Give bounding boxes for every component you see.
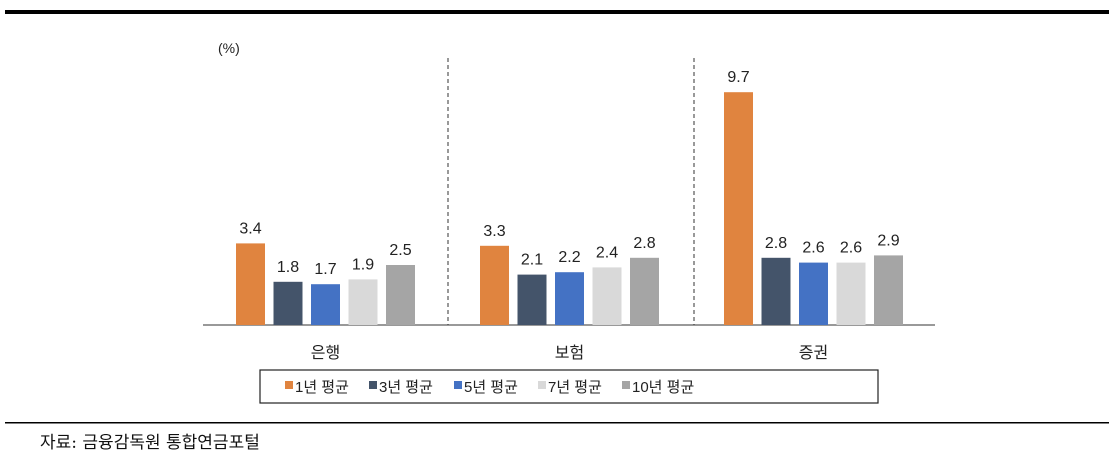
data-label: 2.6 — [802, 240, 824, 257]
legend-label: 7년 평균 — [548, 379, 602, 396]
data-label: 2.2 — [558, 249, 580, 266]
top-rule — [5, 10, 1109, 14]
data-label: 3.3 — [483, 223, 505, 240]
legend-label: 10년 평균 — [632, 379, 694, 396]
legend-box — [259, 369, 879, 404]
legend-label: 1년 평균 — [295, 379, 349, 396]
bar — [836, 262, 866, 325]
data-label: 2.8 — [765, 235, 787, 252]
data-label: 2.8 — [633, 235, 655, 252]
bar — [236, 243, 265, 325]
data-label: 1.9 — [352, 256, 374, 273]
data-label: 1.8 — [277, 259, 299, 276]
bar — [630, 257, 659, 325]
bar — [517, 274, 547, 325]
bar — [555, 272, 584, 325]
bar — [273, 281, 303, 325]
category-label: 은행 — [311, 344, 340, 362]
data-label: 2.1 — [521, 252, 543, 269]
bar — [592, 267, 622, 325]
bar — [724, 92, 753, 325]
bottom-rule — [5, 422, 1109, 424]
data-label: 9.7 — [727, 69, 749, 86]
data-label: 1.7 — [314, 261, 336, 278]
bar-chart: (%) 3.4 1.8 1.7 1.9 2.5 은행 3.3 2.1 2.2 2.4 2.8 보험 9.7… — [5, 10, 1109, 424]
data-label: 2.6 — [840, 240, 862, 257]
bar — [311, 284, 340, 325]
bar — [799, 262, 828, 325]
data-label: 2.9 — [877, 232, 899, 249]
bar — [386, 265, 415, 325]
y-unit-label: (%) — [218, 40, 240, 56]
bar — [761, 257, 791, 325]
category-label: 보험 — [555, 344, 584, 362]
legend-label: 5년 평균 — [464, 379, 518, 396]
bar — [348, 279, 378, 325]
legend-swatch — [454, 381, 462, 389]
category-label: 증권 — [799, 344, 828, 362]
data-label: 3.4 — [239, 220, 261, 237]
legend-swatch — [369, 381, 377, 389]
legend-swatch — [622, 381, 630, 389]
bar — [874, 255, 903, 325]
legend-swatch — [538, 381, 546, 389]
bar — [480, 245, 509, 325]
legend-label: 3년 평균 — [379, 379, 433, 396]
data-label: 2.4 — [596, 244, 618, 261]
data-label: 2.5 — [389, 242, 411, 259]
legend-swatch — [285, 381, 293, 389]
source-note: 자료: 금융감독원 통합연금포털 — [40, 433, 260, 453]
